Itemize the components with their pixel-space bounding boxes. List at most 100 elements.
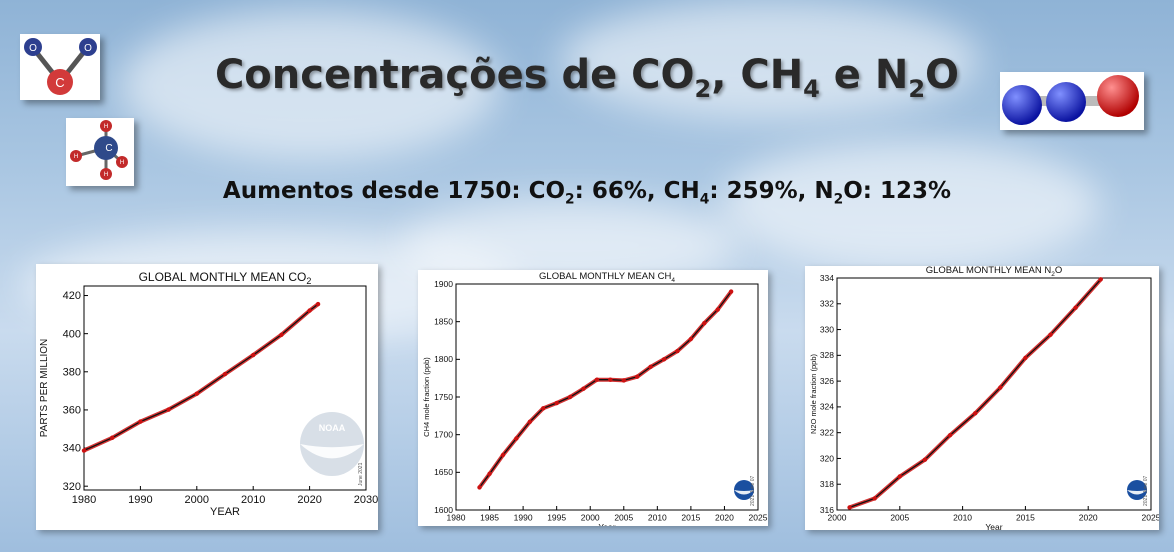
plot-frame (83, 285, 367, 491)
data-point (621, 378, 626, 383)
data-point (194, 391, 199, 396)
data-point (922, 457, 928, 462)
x-tick-label: 2025 (749, 513, 768, 523)
chart-title: GLOBAL MONTHLY MEAN CO2 (139, 270, 312, 286)
data-point (307, 308, 312, 313)
data-point (541, 406, 546, 411)
nitrogen-atom-icon (1002, 85, 1042, 125)
background-cloud (120, 10, 500, 160)
x-tick-label: 2005 (614, 513, 633, 523)
trend-line (83, 303, 319, 452)
y-tick-label: 1800 (434, 354, 453, 364)
x-axis-label: Year (985, 522, 1002, 530)
x-tick-label: 2020 (297, 494, 321, 506)
ch4-chart-panel: GLOBAL MONTHLY MEAN CH4 1980 1985 1990 1995 2… (418, 270, 768, 532)
y-tick-label: 1650 (434, 467, 453, 477)
data-point (514, 436, 519, 441)
data-point (500, 452, 506, 458)
data-point (251, 352, 256, 358)
data-point (315, 301, 321, 307)
y-tick-label: 420 (63, 290, 81, 302)
x-tick-label: 2015 (681, 513, 700, 523)
data-band (477, 290, 733, 489)
x-tick-label: 2000 (581, 513, 600, 523)
y-axis-label: CH4 mole fraction (ppb) (422, 357, 431, 437)
data-point (1048, 332, 1053, 337)
x-tick-label: 1995 (547, 513, 566, 523)
y-tick-label: 1900 (434, 279, 453, 289)
x-tick-label: 2010 (953, 513, 972, 523)
data-point (279, 332, 284, 338)
hydrogen-atom-icon (100, 120, 112, 132)
y-tick-label: 340 (63, 443, 81, 455)
data-point (222, 371, 228, 377)
data-point (138, 419, 143, 424)
trend-line (849, 278, 1102, 509)
n2o-molecule-image (1000, 72, 1144, 130)
plot-frame (836, 277, 1152, 511)
y-tick-label: 330 (820, 324, 834, 334)
x-tick-label: 1980 (72, 494, 96, 506)
data-point (527, 419, 533, 425)
x-tick-label: 2005 (890, 513, 909, 523)
nitrogen-atom-icon (1046, 82, 1086, 122)
x-tick-label: 2010 (648, 513, 667, 523)
y-tick-label: 328 (820, 350, 834, 360)
hydrogen-atom-icon (70, 150, 82, 162)
slide-title: Concentrações de CO2, CH4 e N2O (214, 52, 960, 103)
background-cloud (720, 140, 1100, 270)
noaa-logo-icon (734, 480, 754, 500)
y-tick-label: 320 (820, 453, 834, 463)
y-tick-label: 1700 (434, 430, 453, 440)
y-tick-label: 1850 (434, 317, 453, 327)
data-point (947, 433, 953, 438)
svg-text:H: H (74, 154, 78, 160)
svg-text:O: O (29, 43, 37, 54)
noaa-logo-bird-icon (734, 490, 754, 495)
data-point (554, 400, 559, 406)
y-tick-label: 324 (820, 402, 834, 412)
data-point (702, 320, 707, 326)
x-tick-label: 2015 (1016, 513, 1035, 523)
n2o-chart-panel: GLOBAL MONTHLY MEAN N2O 2000 2005 2010 2015 2… (805, 265, 1161, 532)
y-tick-label: 334 (820, 273, 834, 283)
y-tick-label: 400 (63, 328, 81, 340)
data-band (83, 302, 320, 453)
data-point (581, 386, 586, 391)
data-point (635, 374, 640, 379)
data-point (972, 411, 978, 416)
trend-line (478, 291, 732, 488)
y-axis-label: PARTS PER MILLION (39, 339, 50, 438)
data-point (715, 307, 720, 312)
y-tick-label: 318 (820, 479, 834, 489)
chart-date-note: June 2021 (358, 462, 364, 486)
data-point (872, 496, 877, 501)
data-point (728, 289, 734, 294)
data-point (847, 505, 852, 510)
x-tick-label: 2000 (185, 494, 209, 506)
carbon-atom-icon (47, 69, 73, 95)
oxygen-atom-icon (79, 38, 97, 56)
data-point (594, 377, 600, 382)
y-tick-label: 326 (820, 376, 834, 386)
chart-title: GLOBAL MONTHLY MEAN CH4 (539, 271, 675, 284)
svg-text:H: H (104, 124, 108, 130)
x-tick-label: 2000 (828, 513, 847, 523)
data-point (897, 474, 902, 479)
x-axis-label: Year (598, 522, 615, 526)
y-tick-label: 316 (820, 505, 834, 515)
x-tick-label: 2030 (354, 494, 378, 506)
data-point (675, 348, 680, 354)
x-tick-label: 1980 (447, 513, 466, 523)
data-point (1023, 355, 1028, 361)
data-point (567, 394, 573, 400)
oxygen-atom-icon (24, 38, 42, 56)
co2-chart-panel: GLOBAL MONTHLY MEAN CO2 1980 1990 2000 2010 2… (36, 264, 378, 530)
data-point (477, 485, 482, 490)
svg-text:O: O (84, 43, 92, 54)
x-tick-label: 2010 (241, 494, 265, 506)
n2o-chart: GLOBAL MONTHLY MEAN N2O 2000 2005 2010 2015 2… (809, 265, 1161, 532)
svg-text:H: H (120, 160, 124, 166)
x-tick-label: 1990 (128, 494, 152, 506)
data-point (81, 448, 87, 453)
